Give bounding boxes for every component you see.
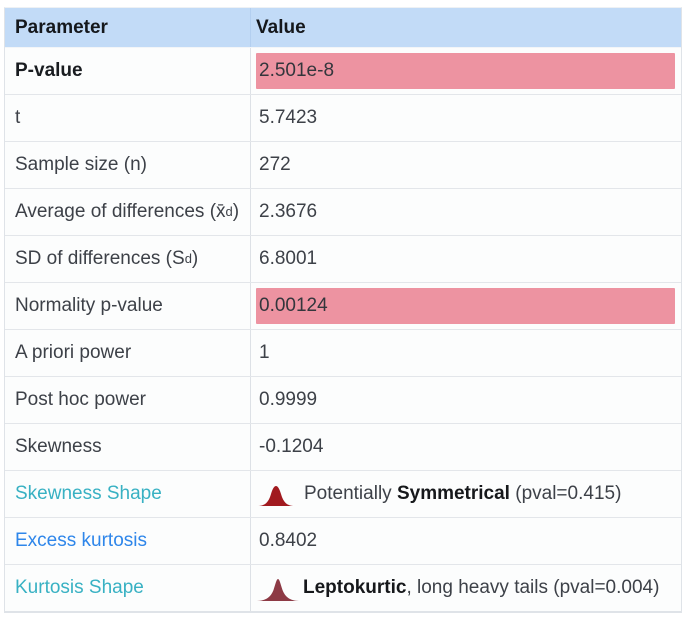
param-label-pvalue: P-value (15, 60, 83, 81)
value-t: 5.7423 (259, 107, 318, 128)
param-text: ) (232, 201, 240, 222)
param-label-normality-pvalue: Normality p-value (15, 295, 163, 316)
table-row-excess-kurtosis: Excess kurtosis 0.8402 (5, 518, 681, 565)
param-text: ) (191, 248, 199, 269)
table-row-post-hoc-power: Post hoc power 0.9999 (5, 377, 681, 424)
value-sample-size: 272 (259, 154, 291, 175)
excess-kurtosis-link[interactable]: Excess kurtosis (15, 530, 147, 551)
value-post-hoc-power: 0.9999 (259, 389, 318, 410)
shape-text-bold: Leptokurtic (303, 577, 407, 598)
column-header-parameter: Parameter (5, 8, 251, 47)
table-row-sample-size: Sample size (n) 272 (5, 142, 681, 189)
param-label-sample-size: Sample size (n) (15, 154, 147, 175)
table-row-kurtosis-shape: Kurtosis Shape Leptokurtic, long heavy t… (5, 565, 681, 612)
param-label-post-hoc-power: Post hoc power (15, 389, 146, 410)
highlighted-value-pvalue: 2.501e-8 (256, 53, 675, 89)
value-skewness: -0.1204 (259, 436, 324, 457)
param-text: SD of differences (S (15, 248, 185, 269)
shape-text-bold: Symmetrical (396, 483, 510, 504)
bell-curve-icon (256, 481, 296, 507)
leptokurtic-curve-icon (256, 575, 300, 602)
kurtosis-shape-result: Leptokurtic, long heavy tails (pval=0.00… (303, 577, 659, 599)
statistics-results-table: Parameter Value P-value 2.501e-8 t 5.742… (4, 7, 682, 613)
shape-text-suffix: (pval=0.415) (509, 483, 622, 504)
shape-text-prefix: Potentially (304, 483, 397, 504)
value-sd-of-differences: 6.8001 (259, 248, 318, 269)
skewness-shape-result: Potentially Symmetrical (pval=0.415) (304, 483, 621, 505)
column-header-value: Value (256, 16, 306, 38)
param-label-sd-of-differences: SD of differences (S d) (5, 236, 251, 282)
param-label-average-of-differences: Average of differences (x̄ d) (5, 189, 251, 235)
skewness-shape-link[interactable]: Skewness Shape (15, 483, 162, 504)
table-row-skewness-shape: Skewness Shape Potentially Symmetrical (… (5, 471, 681, 518)
table-row-sd-of-differences: SD of differences (S d) 6.8001 (5, 236, 681, 283)
table-row-average-of-differences: Average of differences (x̄ d) 2.3676 (5, 189, 681, 236)
highlighted-value-normality: 0.00124 (256, 288, 675, 324)
kurtosis-shape-link[interactable]: Kurtosis Shape (15, 577, 144, 598)
table-row-normality-pvalue: Normality p-value 0.00124 (5, 283, 681, 330)
value-average-of-differences: 2.3676 (259, 201, 318, 222)
value-a-priori-power: 1 (259, 342, 270, 363)
param-label-skewness: Skewness (15, 436, 102, 457)
table-header-row: Parameter Value (5, 8, 681, 48)
table-row-skewness: Skewness -0.1204 (5, 424, 681, 471)
table-row-t: t 5.7423 (5, 95, 681, 142)
table-row-pvalue: P-value 2.501e-8 (5, 48, 681, 95)
shape-text-suffix: , long heavy tails (pval=0.004) (406, 577, 660, 598)
table-row-a-priori-power: A priori power 1 (5, 330, 681, 377)
param-label-t: t (15, 107, 21, 128)
value-excess-kurtosis: 0.8402 (259, 530, 318, 551)
param-text: Average of differences (x̄ (15, 201, 226, 222)
param-label-a-priori-power: A priori power (15, 342, 132, 363)
